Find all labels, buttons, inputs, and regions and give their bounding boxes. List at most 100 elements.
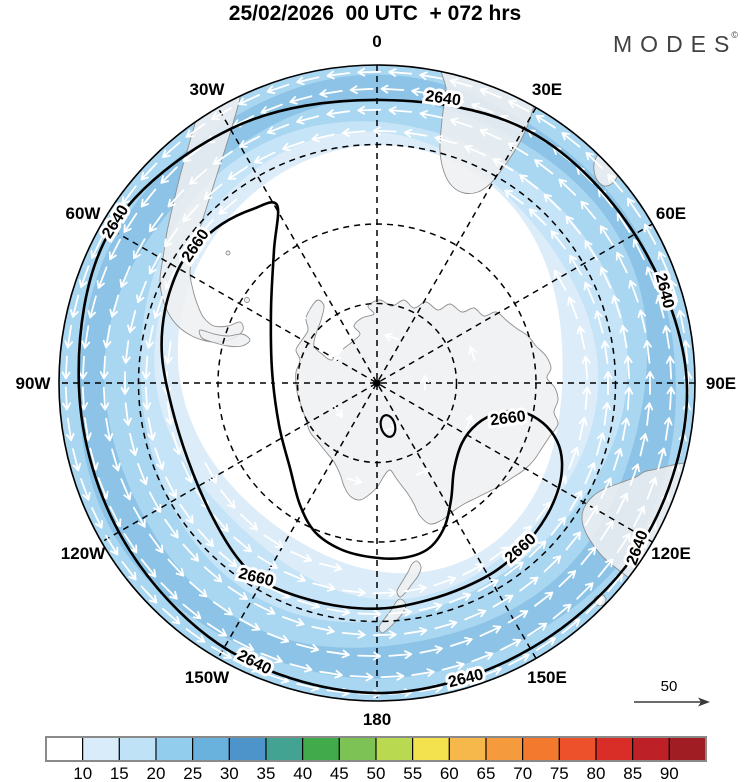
wind-arrow (311, 625, 335, 635)
colorbar-cell (412, 736, 450, 762)
colorbar-tick-label: 90 (660, 764, 679, 782)
wind-arrow (582, 386, 592, 411)
wind-arrow (341, 128, 366, 137)
wind-arrow (263, 534, 284, 549)
wind-arrow (162, 608, 181, 625)
wind-arrow (326, 70, 351, 80)
wind-arrow (504, 561, 524, 577)
wind-arrow (479, 625, 502, 637)
wind-arrow (543, 555, 562, 573)
wind-arrow (534, 159, 554, 175)
wind-arrow (616, 533, 631, 554)
wind-arrow (62, 386, 71, 411)
wind-arrow (576, 325, 586, 349)
wind-arrow (372, 126, 397, 136)
wind-arrow (419, 645, 443, 654)
new-zealand-north (396, 560, 422, 598)
wind-arrow (266, 632, 290, 644)
wind-arrow (602, 402, 611, 426)
wind-arrow (528, 540, 547, 558)
wind-arrow (535, 501, 551, 521)
wind-arrow (662, 325, 671, 349)
wind-arrow (584, 240, 598, 261)
wind-arrow (424, 294, 439, 304)
meridian-line (217, 107, 537, 659)
meridian-line (217, 107, 537, 659)
wind-arrow (507, 142, 529, 156)
wind-arrow (342, 587, 366, 597)
compass-label-150W: 150W (185, 668, 230, 687)
wind-arrow (65, 417, 75, 442)
colorbar-cell (45, 736, 84, 762)
wind-arrow (596, 432, 606, 456)
contour-2660 (160, 201, 564, 610)
colorbar-cell (558, 736, 597, 762)
wind-arrow (569, 254, 583, 276)
wind-arrow (182, 543, 200, 562)
wind-arrow (580, 200, 597, 220)
wind-arrow (646, 477, 658, 500)
wind-arrow (434, 135, 458, 145)
wind-arrow (357, 67, 382, 77)
wind-arrow (388, 68, 413, 77)
wind-arrow (211, 107, 232, 121)
wind-arrow (239, 618, 261, 631)
colorbar-tick-label: 80 (587, 764, 606, 782)
island (225, 250, 231, 256)
colorbar-cell (448, 736, 487, 762)
wind-arrow (450, 636, 473, 647)
wind-arrow (633, 505, 646, 528)
wind-arrow (504, 189, 524, 205)
wind-arrow (140, 188, 157, 208)
wind-arrow (600, 340, 610, 364)
wind-arrow (611, 295, 622, 318)
colorbar-frame (45, 736, 707, 762)
wind-arrow (643, 340, 652, 364)
wind-arrow (266, 123, 290, 135)
wind-arrow (507, 610, 529, 624)
wind-arrow (645, 266, 657, 289)
wind-arrow (218, 198, 238, 215)
wind-arrow (558, 178, 577, 196)
wind-arrow (140, 558, 157, 578)
colorbar-tick-label: 50 (367, 764, 386, 782)
wind-arrow (527, 622, 548, 637)
wind-arrow (657, 251, 669, 274)
wind-arrow (629, 463, 640, 486)
wind-arrow (492, 594, 514, 608)
wind-arrow (326, 109, 350, 118)
wind-arrow (142, 386, 152, 411)
wind-arrow (465, 414, 474, 430)
compass-label-120E: 120E (651, 544, 691, 563)
wind-arrow (349, 672, 374, 682)
wind-arrow (167, 189, 185, 208)
wind-arrow (612, 448, 623, 471)
wind-arrow (346, 476, 363, 485)
wind-arrow (403, 626, 428, 636)
wind-arrow (584, 462, 596, 485)
wind-arrow (561, 132, 581, 148)
wind-arrow (289, 95, 313, 105)
wind-arrow (167, 558, 185, 577)
wind-arrow (133, 506, 146, 528)
wind-arrow (296, 115, 320, 125)
wind-arrow (388, 608, 412, 617)
wind-arrow (137, 462, 148, 486)
wind-arrow (100, 386, 110, 411)
wind-arrow (668, 279, 679, 303)
wind-arrow (499, 638, 522, 651)
colorbar: 10 15 20 25 30 35 40 45 50 55 60 65 70 75 80 85 90 (45, 736, 707, 782)
wind-arrow (578, 417, 588, 441)
colorbar-tick-label: 65 (477, 764, 496, 782)
wind-arrow (419, 71, 443, 81)
wind-arrow (182, 603, 202, 620)
wind-arrow (492, 158, 514, 172)
wind-arrow (204, 462, 218, 484)
wind-arrow (508, 100, 530, 113)
wind-arrow (185, 628, 206, 643)
colorbar-cell (118, 736, 157, 762)
colorbar-tick-label: 40 (293, 764, 312, 782)
wind-arrow (599, 225, 614, 246)
